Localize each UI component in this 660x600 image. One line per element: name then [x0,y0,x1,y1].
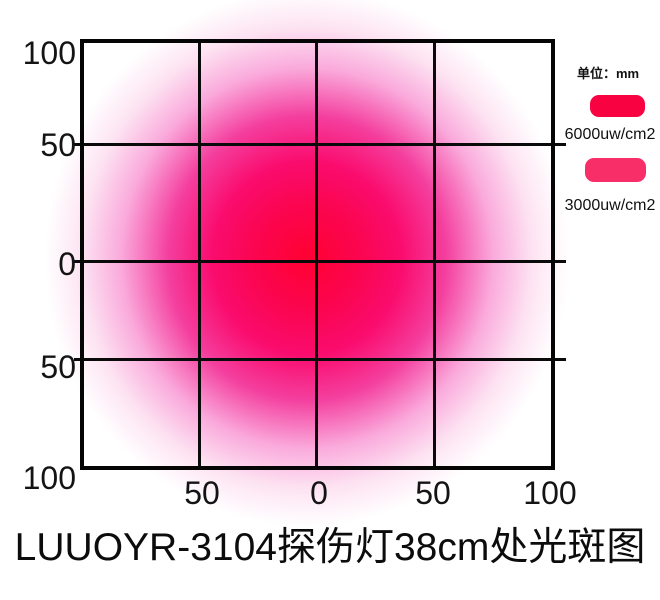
gridline-h-50-top [74,143,566,146]
y-tick-label-50-bottom: 50 [40,349,76,385]
gridline-v-0 [315,41,318,468]
x-tick-label-50-left: 50 [184,475,220,511]
legend-swatch-6000 [590,95,645,117]
chart-title: LUUOYR-3104探伤灯38cm处光斑图 [14,526,646,569]
y-tick-label-0: 0 [58,246,76,282]
x-tick-label-100-right: 100 [523,475,577,511]
gridline-v-50-left [198,41,201,468]
plot-frame [80,39,555,470]
legend-swatch-3000 [585,158,646,182]
x-tick-label-0: 0 [310,475,328,511]
y-tick-label-100-top: 100 [22,35,76,71]
legend: 单位：mm 6000uw/cm2 3000uw/cm2 [560,55,660,225]
intensity-gradient [0,0,660,530]
gridline-h-0 [74,260,566,263]
corner-tick-label-100: 100 [22,460,76,496]
gridline-h-50-bottom [74,358,566,361]
legend-label-3000: 3000uw/cm2 [564,197,656,214]
y-tick-label-50-top: 50 [40,127,76,163]
legend-label-6000: 6000uw/cm2 [564,126,656,143]
gridline-v-50-right [433,41,436,468]
x-tick-label-50-right: 50 [415,475,451,511]
unit-label: 单位：mm [577,66,640,81]
